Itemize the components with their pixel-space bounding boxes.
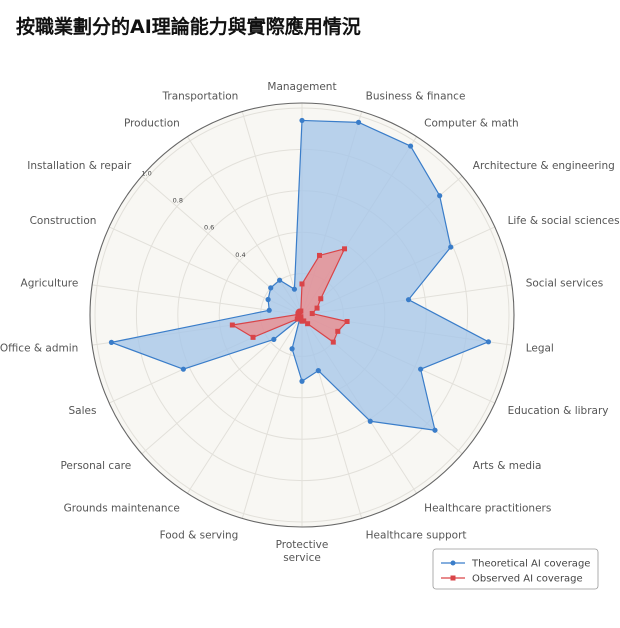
category-label: Construction — [30, 215, 97, 227]
category-label: Arts & media — [473, 460, 542, 472]
radial-tick-labels: 0.4 0.6 0.8 1.0 — [141, 169, 245, 258]
category-label: Business & finance — [366, 90, 466, 102]
series-layer — [108, 117, 492, 433]
category-label: Education & library — [508, 405, 609, 417]
point-observed — [314, 305, 320, 311]
point-theoretical — [315, 368, 321, 374]
point-theoretical — [265, 296, 271, 303]
category-label: Sales — [68, 405, 96, 417]
category-label: Grounds maintenance — [64, 503, 180, 515]
category-label: Legal — [526, 343, 554, 355]
point-observed — [294, 316, 300, 322]
radial-tick-label: 1.0 — [141, 169, 151, 177]
radial-tick-label: 0.6 — [204, 224, 214, 232]
grid-spoke — [186, 314, 303, 494]
point-observed — [309, 311, 315, 317]
radial-tick-label: 0.8 — [173, 197, 183, 205]
point-theoretical — [448, 244, 454, 250]
point-observed — [305, 321, 311, 327]
point-observed — [318, 296, 324, 302]
legend-box — [432, 548, 599, 590]
radial-tick-label: 0.4 — [235, 251, 245, 259]
point-theoretical — [108, 339, 115, 345]
category-label: Computer & math — [424, 117, 519, 129]
point-observed — [342, 246, 348, 252]
point-theoretical — [291, 286, 298, 292]
legend-label-observed: Observed AI coverage — [472, 574, 583, 585]
point-observed — [330, 339, 336, 345]
category-label: Food & serving — [160, 530, 239, 542]
point-theoretical — [418, 366, 424, 372]
category-label: Transportation — [162, 90, 239, 102]
category-labels: Management Business & finance Computer & m… — [0, 81, 620, 564]
point-observed — [316, 252, 322, 258]
point-theoretical — [266, 307, 272, 313]
point-theoretical — [289, 346, 295, 352]
category-label: Healthcare practitioners — [424, 503, 551, 515]
point-theoretical — [437, 193, 443, 199]
legend-marker-theoretical — [450, 560, 456, 566]
legend: Theoretical AI coverage Observed AI cove… — [432, 548, 599, 590]
point-observed — [344, 318, 350, 324]
grid-spoke — [241, 111, 303, 316]
category-label: Office & admin — [0, 343, 78, 355]
point-theoretical — [299, 378, 305, 384]
category-label: Production — [124, 117, 180, 129]
category-label: Personal care — [60, 460, 131, 472]
point-theoretical — [367, 418, 373, 424]
point-theoretical — [405, 297, 412, 303]
outer-border — [89, 102, 515, 528]
point-theoretical — [407, 143, 414, 149]
category-label: Protective service — [276, 539, 329, 564]
point-theoretical — [180, 366, 186, 372]
legend-label-theoretical: Theoretical AI coverage — [471, 559, 590, 570]
category-label: Architecture & engineering — [473, 160, 615, 172]
point-theoretical — [485, 339, 492, 345]
point-observed — [250, 334, 256, 340]
point-observed — [335, 328, 341, 334]
point-observed — [229, 322, 235, 328]
category-label: Social services — [526, 277, 604, 289]
point-theoretical — [277, 277, 283, 283]
legend-marker-observed — [450, 575, 456, 581]
category-label: Life & social sciences — [508, 215, 620, 227]
point-theoretical — [268, 285, 274, 291]
category-label: Management — [267, 81, 336, 93]
point-theoretical — [299, 117, 305, 124]
point-theoretical — [271, 336, 277, 343]
category-label: Installation & repair — [27, 160, 132, 172]
point-theoretical — [355, 119, 362, 125]
category-label: Agriculture — [21, 277, 79, 289]
point-observed — [298, 308, 304, 314]
chart-title: 按職業劃分的AI理論能力與實際應用情況 — [16, 16, 361, 38]
point-observed — [298, 314, 304, 320]
category-label: Healthcare support — [366, 530, 467, 542]
point-observed — [299, 281, 305, 287]
point-theoretical — [432, 427, 438, 433]
